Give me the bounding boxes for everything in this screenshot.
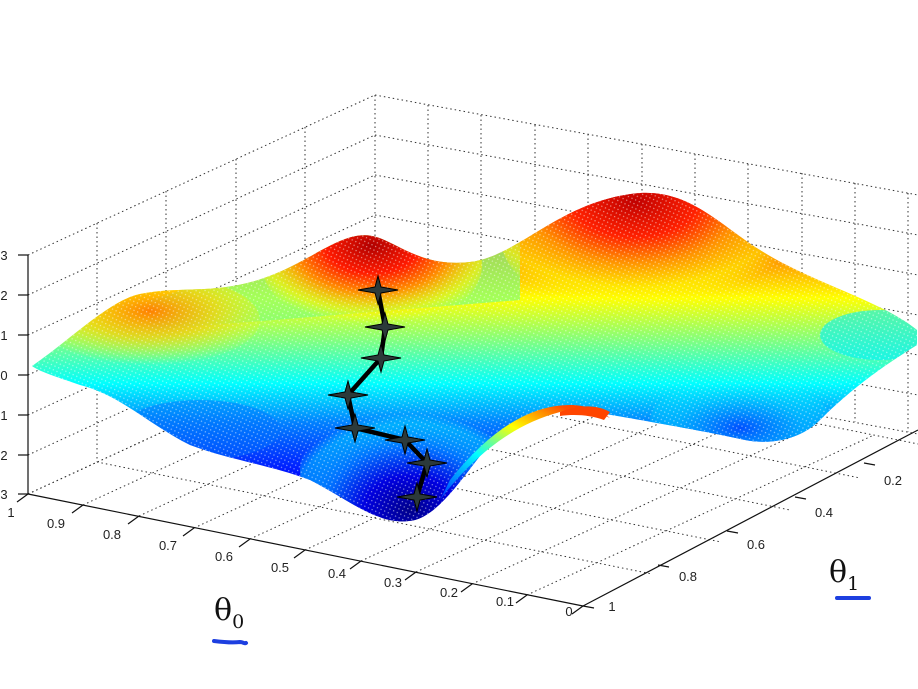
gradient-descent-path	[327, 274, 448, 513]
theta0-tick: 0.1	[496, 594, 514, 609]
z-tick: 3	[0, 487, 7, 502]
theta1-tick: 0.6	[747, 537, 765, 552]
theta1-axis: 1 0.8 0.6 0.4 0.2	[582, 429, 918, 614]
theta1-axis-title: θ1	[829, 555, 871, 600]
theta0-tick: 0.7	[159, 538, 177, 553]
step-markers	[327, 274, 448, 513]
z-tick: 1	[0, 328, 7, 343]
z-tick: 0	[0, 368, 7, 383]
floor-grid	[27, 333, 918, 596]
star-marker-icon	[334, 412, 376, 444]
svg-text:θ1: θ1	[829, 555, 859, 595]
theta0-tick: 0.6	[215, 549, 233, 564]
theta0-tick: 0.4	[328, 566, 346, 581]
theta0-tick: 1	[7, 505, 14, 520]
theta1-tick: 1	[608, 599, 615, 614]
star-marker-icon	[360, 342, 402, 374]
svg-text:θ0: θ0	[214, 593, 244, 633]
theta1-tick: 0.4	[815, 505, 833, 520]
star-marker-icon	[406, 447, 448, 479]
z-tick: 3	[0, 248, 7, 263]
theta0-tick: 0	[565, 604, 572, 619]
z-tick: 1	[0, 408, 7, 423]
theta0-tick: 0.9	[47, 516, 65, 531]
star-marker-icon	[327, 379, 369, 411]
z-tick: 2	[0, 448, 7, 463]
star-marker-icon	[364, 311, 406, 343]
z-axis: 3 2 1 0 1 2 3	[0, 248, 29, 502]
theta0-tick: 0.5	[271, 560, 289, 575]
theta1-tick: 0.8	[679, 569, 697, 584]
theta0-tick: 0.8	[103, 527, 121, 542]
theta0-tick: 0.3	[384, 575, 402, 590]
theta0-axis-title: θ0	[212, 593, 248, 646]
theta0-tick: 0.2	[440, 585, 458, 600]
theta0-axis: 1 0.9 0.8 0.7 0.6 0.5 0.4 0.3 0.2 0.1 0	[7, 493, 584, 619]
cost-surface	[32, 192, 917, 522]
star-marker-icon	[384, 424, 426, 456]
theta1-tick: 0.2	[884, 473, 902, 488]
z-tick: 2	[0, 288, 7, 303]
star-marker-icon	[396, 481, 438, 513]
theta0-underline	[212, 639, 248, 646]
star-marker-icon	[357, 274, 399, 306]
